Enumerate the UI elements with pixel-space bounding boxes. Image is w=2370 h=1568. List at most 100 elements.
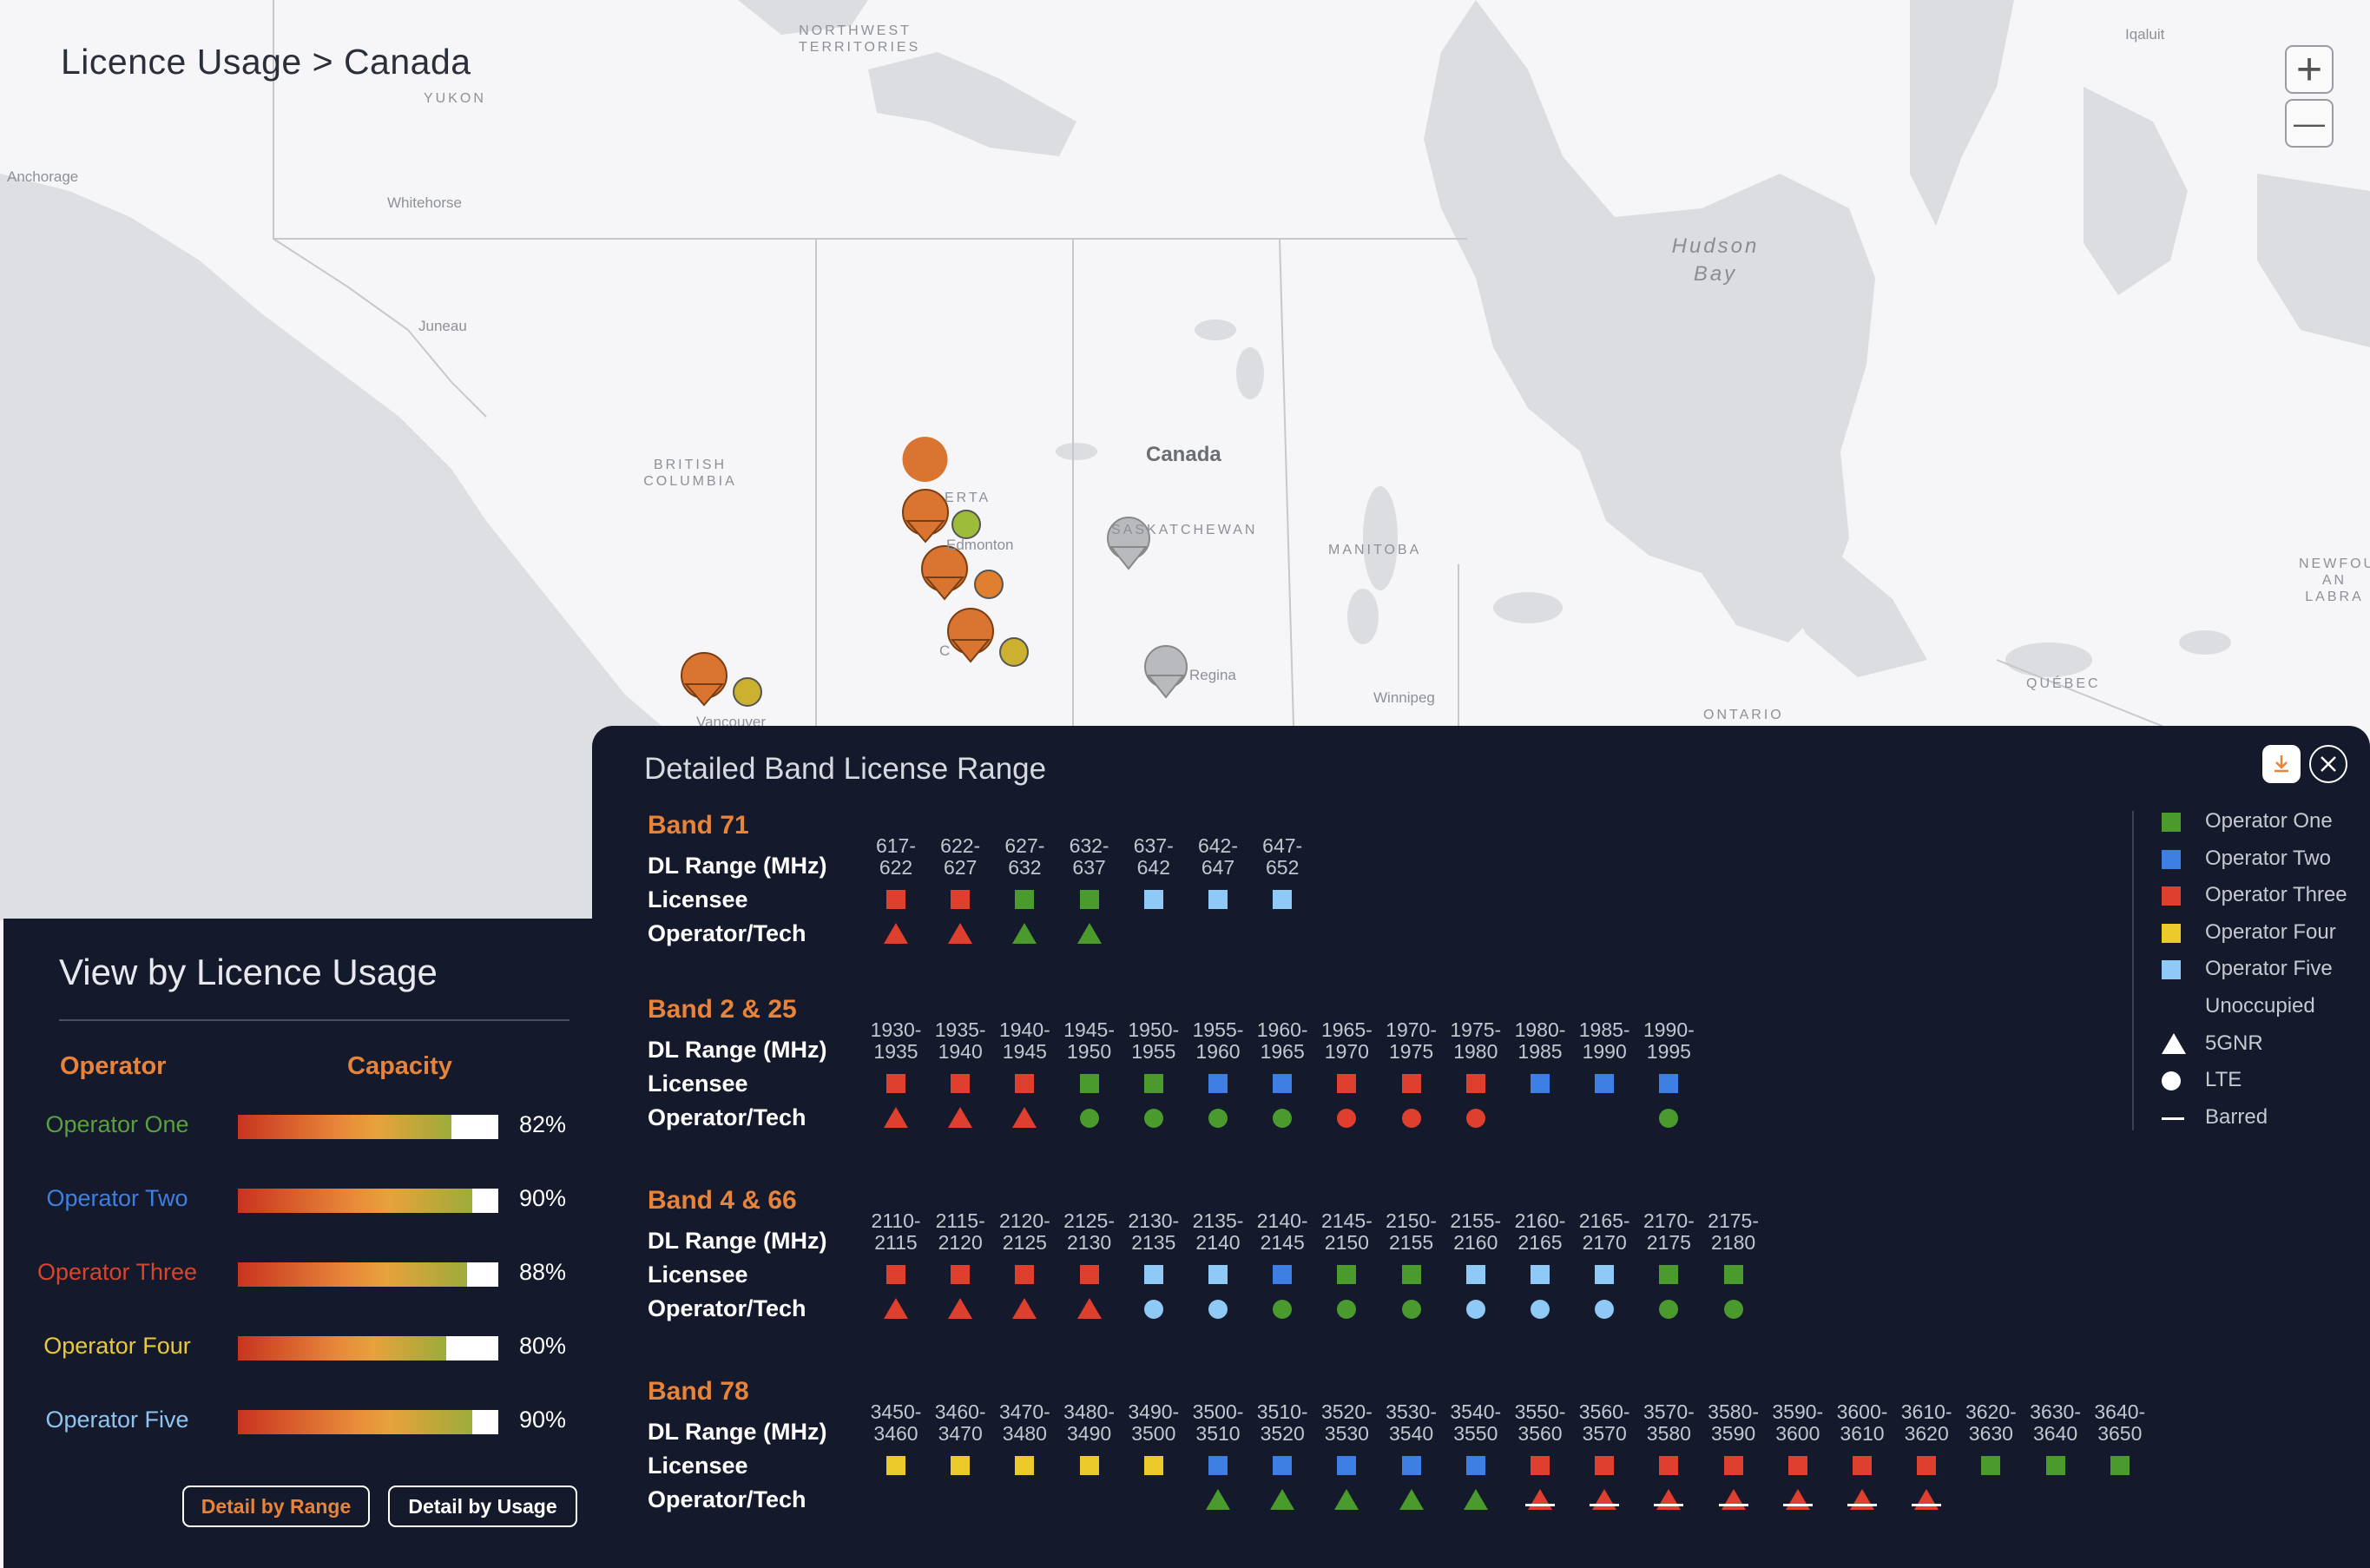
lte-circle[interactable] — [1143, 1300, 1163, 1319]
5gnr-triangle[interactable] — [884, 1298, 908, 1319]
5gnr-triangle[interactable] — [1012, 1298, 1037, 1319]
licensee-square[interactable] — [1079, 890, 1099, 909]
licensee-square[interactable] — [886, 1074, 905, 1093]
lte-circle[interactable] — [1595, 1300, 1615, 1319]
licensee-square[interactable] — [1079, 1456, 1099, 1475]
5gnr-triangle[interactable] — [1076, 923, 1102, 944]
5gnr-triangle[interactable] — [1012, 1107, 1037, 1128]
lte-circle[interactable] — [1079, 1109, 1099, 1128]
licensee-square[interactable] — [1337, 1074, 1357, 1093]
lte-circle[interactable] — [1531, 1300, 1550, 1319]
5gnr-triangle[interactable] — [1850, 1489, 1874, 1510]
licensee-square[interactable] — [1337, 1456, 1357, 1475]
licensee-square[interactable] — [1143, 1265, 1163, 1284]
licensee-square[interactable] — [1787, 1456, 1807, 1475]
5gnr-triangle[interactable] — [1399, 1489, 1424, 1510]
5gnr-triangle[interactable] — [948, 1107, 973, 1128]
operator-row[interactable]: Operator Five 90% — [3, 1400, 592, 1443]
licensee-square[interactable] — [1208, 1265, 1228, 1284]
lte-circle[interactable] — [1208, 1109, 1228, 1128]
licensee-square[interactable] — [1143, 890, 1163, 909]
lte-circle[interactable] — [1401, 1109, 1421, 1128]
licensee-square[interactable] — [1531, 1074, 1550, 1093]
licensee-square[interactable] — [951, 1456, 971, 1475]
lte-circle[interactable] — [1659, 1300, 1679, 1319]
licensee-square[interactable] — [1401, 1074, 1421, 1093]
licensee-square[interactable] — [1853, 1456, 1872, 1475]
licensee-square[interactable] — [1401, 1265, 1421, 1284]
5gnr-triangle[interactable] — [1334, 1489, 1359, 1510]
licensee-square[interactable] — [1208, 890, 1228, 909]
zoom-in-button[interactable]: + — [2285, 45, 2334, 94]
licensee-square[interactable] — [1015, 1265, 1035, 1284]
licensee-square[interactable] — [1143, 1074, 1163, 1093]
licensee-square[interactable] — [886, 1456, 905, 1475]
licensee-square[interactable] — [1723, 1265, 1743, 1284]
5gnr-triangle[interactable] — [1592, 1489, 1617, 1510]
licensee-square[interactable] — [1015, 1074, 1035, 1093]
lte-circle[interactable] — [1659, 1109, 1679, 1128]
licensee-square[interactable] — [1659, 1456, 1679, 1475]
licensee-square[interactable] — [886, 890, 905, 909]
detail-by-usage-button[interactable]: Detail by Usage — [388, 1486, 577, 1527]
licensee-square[interactable] — [886, 1265, 905, 1284]
licensee-square[interactable] — [1595, 1074, 1615, 1093]
licensee-square[interactable] — [1465, 1265, 1485, 1284]
lte-circle[interactable] — [1337, 1300, 1357, 1319]
licensee-square[interactable] — [1273, 1456, 1293, 1475]
5gnr-triangle[interactable] — [1914, 1489, 1939, 1510]
licensee-square[interactable] — [1143, 1456, 1163, 1475]
5gnr-triangle[interactable] — [1076, 1298, 1102, 1319]
licensee-square[interactable] — [1401, 1456, 1421, 1475]
licensee-square[interactable] — [1079, 1265, 1099, 1284]
licensee-square[interactable] — [1079, 1074, 1099, 1093]
5gnr-triangle[interactable] — [1012, 923, 1037, 944]
5gnr-triangle[interactable] — [1206, 1489, 1230, 1510]
licensee-square[interactable] — [1273, 890, 1293, 909]
5gnr-triangle[interactable] — [948, 923, 973, 944]
detail-by-range-button[interactable]: Detail by Range — [182, 1486, 370, 1527]
5gnr-triangle[interactable] — [948, 1298, 973, 1319]
licensee-square[interactable] — [951, 1265, 971, 1284]
licensee-square[interactable] — [1531, 1456, 1550, 1475]
licensee-square[interactable] — [1273, 1265, 1293, 1284]
5gnr-triangle[interactable] — [1785, 1489, 1810, 1510]
5gnr-triangle[interactable] — [1656, 1489, 1682, 1510]
licensee-square[interactable] — [951, 890, 971, 909]
licensee-square[interactable] — [2045, 1456, 2065, 1475]
5gnr-triangle[interactable] — [884, 923, 908, 944]
licensee-square[interactable] — [1917, 1456, 1937, 1475]
5gnr-triangle[interactable] — [1721, 1489, 1746, 1510]
close-button[interactable] — [2309, 745, 2347, 783]
licensee-square[interactable] — [1981, 1456, 2001, 1475]
lte-circle[interactable] — [1465, 1300, 1485, 1319]
lte-circle[interactable] — [1208, 1300, 1228, 1319]
zoom-out-button[interactable]: — — [2285, 99, 2334, 148]
licensee-square[interactable] — [1595, 1456, 1615, 1475]
lte-circle[interactable] — [1401, 1300, 1421, 1319]
lte-circle[interactable] — [1465, 1109, 1485, 1128]
licensee-square[interactable] — [1208, 1074, 1228, 1093]
licensee-square[interactable] — [1015, 1456, 1035, 1475]
operator-row[interactable]: Operator One 82% — [3, 1104, 592, 1148]
licensee-square[interactable] — [1273, 1074, 1293, 1093]
download-button[interactable] — [2262, 745, 2301, 783]
5gnr-triangle[interactable] — [1270, 1489, 1295, 1510]
lte-circle[interactable] — [1143, 1109, 1163, 1128]
operator-row[interactable]: Operator Four 80% — [3, 1326, 592, 1369]
lte-circle[interactable] — [1273, 1300, 1293, 1319]
lte-circle[interactable] — [1273, 1109, 1293, 1128]
licensee-square[interactable] — [951, 1074, 971, 1093]
licensee-square[interactable] — [1595, 1265, 1615, 1284]
operator-row[interactable]: Operator Three 88% — [3, 1252, 592, 1295]
5gnr-triangle[interactable] — [884, 1107, 908, 1128]
licensee-square[interactable] — [1465, 1074, 1485, 1093]
licensee-square[interactable] — [1723, 1456, 1743, 1475]
lte-circle[interactable] — [1337, 1109, 1357, 1128]
licensee-square[interactable] — [1465, 1456, 1485, 1475]
licensee-square[interactable] — [1659, 1074, 1679, 1093]
5gnr-triangle[interactable] — [1528, 1489, 1552, 1510]
5gnr-triangle[interactable] — [1463, 1489, 1488, 1510]
licensee-square[interactable] — [1659, 1265, 1679, 1284]
lte-circle[interactable] — [1723, 1300, 1743, 1319]
